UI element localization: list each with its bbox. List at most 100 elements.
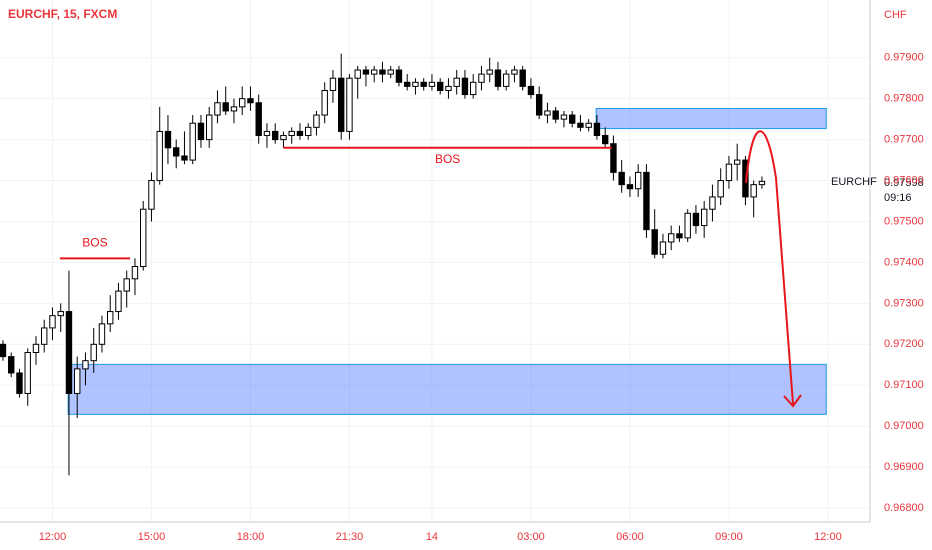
candle-body <box>502 73 510 87</box>
candle-body <box>288 130 295 137</box>
candle-body <box>717 180 724 198</box>
symbol-label: EURCHF <box>831 176 877 188</box>
candle-body <box>511 69 518 75</box>
candle-body <box>90 343 97 362</box>
x-tick-label: 12:00 <box>814 531 842 543</box>
candle-body <box>123 278 130 292</box>
candle-body <box>74 368 81 394</box>
y-tick-label: 0.97400 <box>884 256 924 268</box>
candle-body <box>247 98 254 104</box>
levels: BOS BOS <box>59 146 612 260</box>
candle-body <box>371 69 378 75</box>
x-tick-label: 15:00 <box>138 531 166 543</box>
candle-body <box>239 98 246 108</box>
candle-body <box>313 114 320 128</box>
zone <box>595 107 827 130</box>
candle-body <box>197 122 205 141</box>
projection-arrow <box>745 130 794 405</box>
candle-body <box>445 85 452 91</box>
candle-body <box>57 311 64 317</box>
candle-body <box>700 208 708 227</box>
candle-body <box>601 135 609 145</box>
candle-body <box>610 143 617 173</box>
currency-label: CHF <box>884 9 907 21</box>
candle-body <box>626 184 634 190</box>
candle-body <box>387 69 394 75</box>
y-tick-label: 0.97600 <box>884 174 924 186</box>
candle-body <box>544 110 551 116</box>
candle-body <box>453 77 460 87</box>
candle-body <box>82 360 89 370</box>
candle-body <box>32 343 40 354</box>
candle-body <box>140 208 147 268</box>
y-tick-label: 0.97500 <box>884 215 924 227</box>
candle-body <box>403 81 411 87</box>
bos-label: BOS <box>82 236 107 250</box>
y-tick-label: 0.97900 <box>884 52 924 64</box>
candle-body <box>181 155 188 161</box>
candle-body <box>296 130 304 137</box>
candle-body <box>469 81 477 96</box>
y-tick-label: 0.96800 <box>884 502 924 514</box>
candle-body <box>560 114 568 120</box>
candle-body <box>321 89 328 116</box>
candle-body <box>98 323 106 345</box>
axes: 0.96800 0.96900 0.97000 0.97100 0.97200 0.973… <box>39 52 924 543</box>
candle-body <box>420 81 427 87</box>
candle-body <box>346 77 353 132</box>
candle-body <box>519 69 526 87</box>
candle-body <box>206 114 213 141</box>
candle-body <box>667 233 675 243</box>
candle-body <box>412 81 419 87</box>
x-tick-label: 14 <box>426 531 438 543</box>
y-tick-label: 0.97300 <box>884 297 924 309</box>
candle-body <box>255 102 262 137</box>
candle-body <box>230 106 238 112</box>
candle-body <box>552 110 559 120</box>
arrow-head <box>783 394 802 408</box>
candle-body <box>758 180 766 186</box>
candle-body <box>659 241 667 255</box>
candle-body <box>527 85 535 96</box>
candle-body <box>222 102 229 112</box>
candle-body <box>709 196 716 210</box>
bos-label: BOS <box>435 152 460 166</box>
candle-body <box>725 163 733 182</box>
candle-body <box>354 69 361 79</box>
x-tick-label: 09:00 <box>715 531 743 543</box>
candle-body <box>107 311 114 325</box>
chart-title: EURCHF, 15, FXCM <box>8 7 117 21</box>
candle-body <box>148 180 155 210</box>
candle-body <box>535 94 543 116</box>
candle-body <box>428 81 436 87</box>
x-tick-label: 18:00 <box>237 531 265 543</box>
candle-body <box>436 81 444 91</box>
candle-body <box>651 229 658 255</box>
candle-body <box>750 184 757 198</box>
y-tick-label: 0.96900 <box>884 461 924 473</box>
candle-body <box>8 356 15 374</box>
y-tick-label: 0.97800 <box>884 93 924 105</box>
candle-body <box>131 266 139 280</box>
candle-body <box>338 77 345 132</box>
candle-body <box>362 69 370 75</box>
candle-body <box>329 77 337 91</box>
candle-body <box>173 147 180 157</box>
candle-body <box>305 126 312 137</box>
candle-body <box>164 130 172 149</box>
candle-body <box>692 212 700 227</box>
candle-body <box>593 122 601 137</box>
candle-body <box>379 69 386 75</box>
candle-body <box>634 171 642 190</box>
candle-body <box>65 311 73 394</box>
candle-body <box>676 233 683 239</box>
candle-body <box>49 315 56 329</box>
candle-body <box>494 69 502 87</box>
zone <box>67 363 827 415</box>
candle-body <box>263 130 271 137</box>
x-tick-label: 06:00 <box>616 531 644 543</box>
candle-body <box>16 372 23 394</box>
x-tick-label: 21:30 <box>336 531 364 543</box>
